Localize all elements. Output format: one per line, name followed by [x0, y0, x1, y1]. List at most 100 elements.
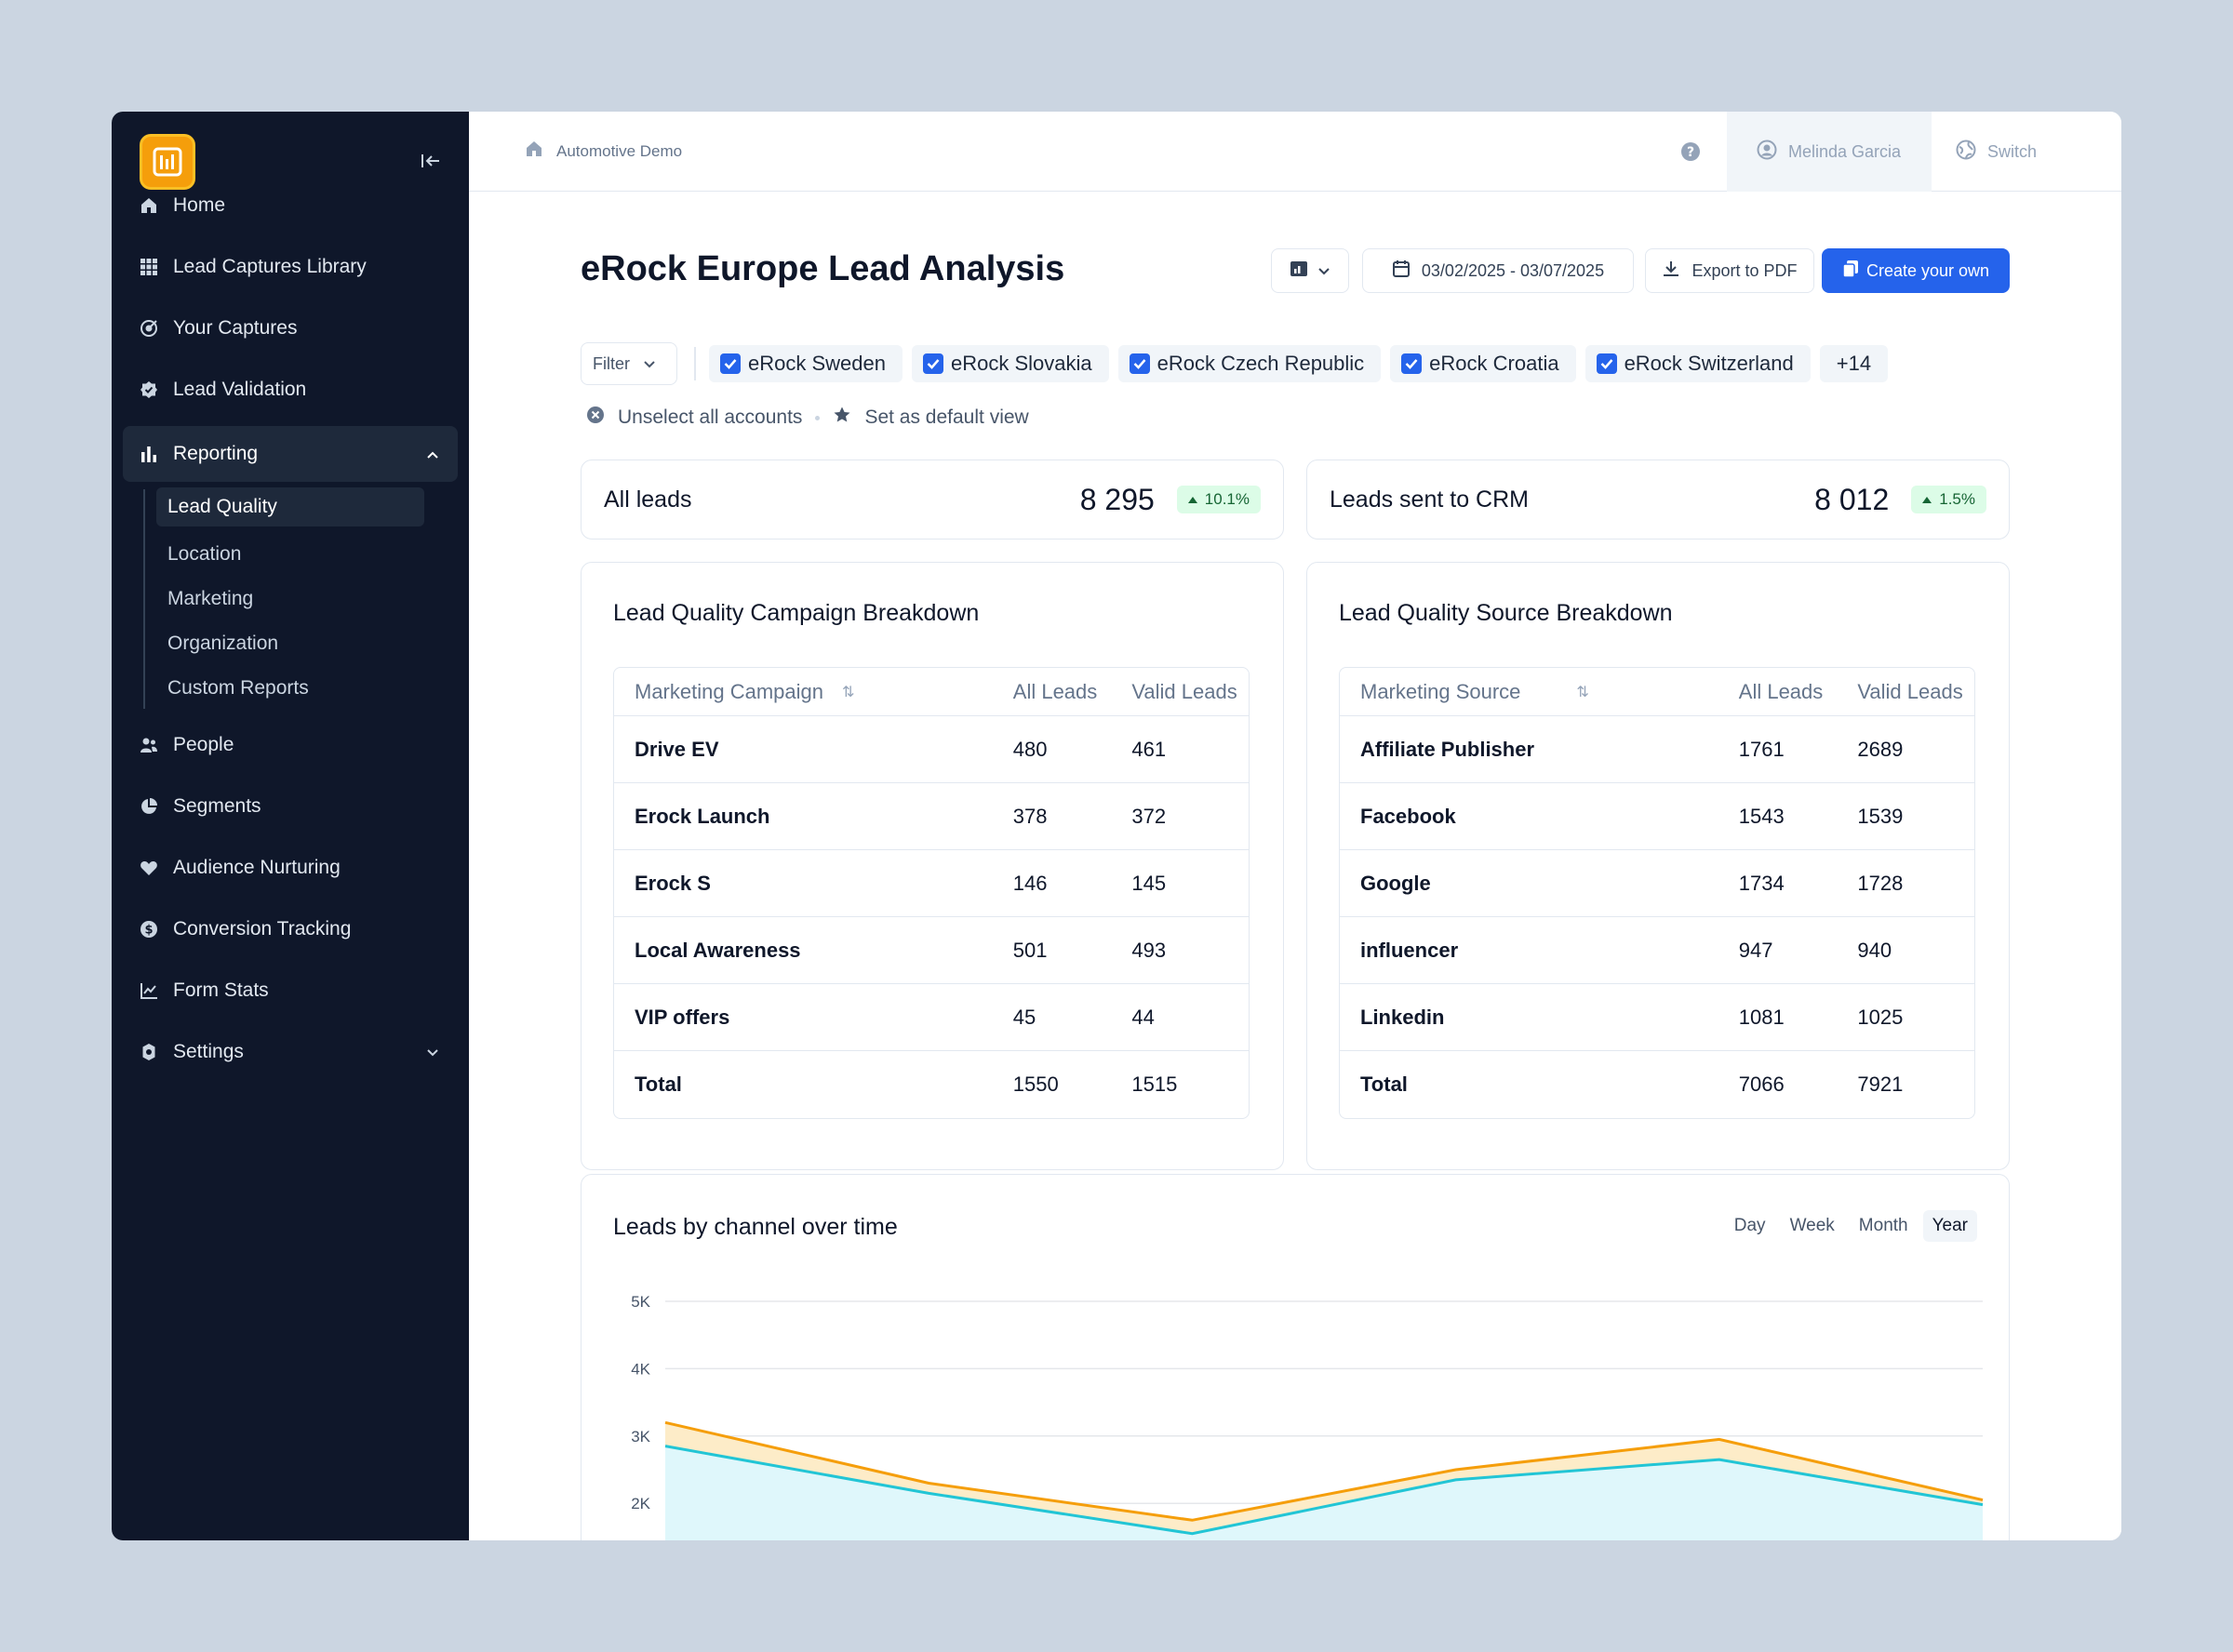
sort-icon[interactable]: ⇅: [841, 684, 855, 700]
change-value: 1.5%: [1939, 490, 1975, 508]
divider: [694, 347, 696, 380]
card-title: Lead Quality Source Breakdown: [1339, 600, 1673, 626]
range-week[interactable]: Week: [1789, 1216, 1835, 1235]
nav-item-reporting[interactable]: Reporting: [123, 426, 458, 482]
date-range-picker[interactable]: 03/02/2025 - 03/07/2025: [1362, 248, 1634, 293]
switch-label: Switch: [1987, 141, 2038, 161]
nav-item-your-captures[interactable]: Your Captures: [123, 298, 458, 359]
nav-item-form-stats[interactable]: Form Stats: [123, 960, 458, 1021]
app-window: Home Lead Captures Library Your Captures…: [112, 112, 2121, 1540]
change-value: 10.1%: [1204, 490, 1250, 508]
subnav-item-marketing[interactable]: Marketing: [167, 588, 254, 609]
kpi-card-all-leads: All leads 8 295 10.1%: [581, 460, 1284, 540]
table-row[interactable]: influencer 947 940: [1340, 917, 1974, 984]
table-row[interactable]: Linkedin 1081 1025: [1340, 984, 1974, 1051]
table-row[interactable]: Google 1734 1728: [1340, 850, 1974, 917]
range-year[interactable]: Year: [1922, 1210, 1977, 1242]
kpi-label: All leads: [604, 486, 692, 513]
account-chip[interactable]: eRock Switzerland: [1584, 345, 1811, 382]
set-default-view-link[interactable]: Set as default view: [864, 406, 1029, 428]
checkbox-checked-icon[interactable]: [1596, 353, 1617, 374]
range-day[interactable]: Day: [1733, 1216, 1766, 1235]
help-icon[interactable]: ?: [1680, 141, 1701, 167]
source-table: Marketing Source ⇅ All Leads Valid Leads …: [1339, 667, 1975, 1119]
checkbox-checked-icon[interactable]: [720, 353, 741, 374]
copy-icon: [1842, 260, 1859, 283]
nav-item-settings[interactable]: Settings: [123, 1021, 458, 1083]
separator-dot: [815, 415, 821, 420]
account-chip[interactable]: eRock Slovakia: [911, 345, 1109, 382]
column-header[interactable]: All Leads: [1012, 679, 1098, 703]
table-row[interactable]: Drive EV 480 461: [614, 716, 1249, 783]
checkbox-checked-icon[interactable]: [1129, 353, 1150, 374]
change-badge: 1.5%: [1911, 486, 1986, 513]
collapse-sidebar-icon[interactable]: [419, 149, 443, 173]
table-row[interactable]: VIP offers 45 44: [614, 984, 1249, 1051]
table-row[interactable]: Local Awareness 501 493: [614, 917, 1249, 984]
account-chip[interactable]: eRock Czech Republic: [1117, 345, 1382, 382]
checkbox-checked-icon[interactable]: [1401, 353, 1423, 374]
nav-item-segments[interactable]: Segments: [123, 776, 458, 837]
subnav-item-lead-quality[interactable]: Lead Quality: [156, 487, 424, 526]
campaign-table: Marketing Campaign ⇅ All Leads Valid Lead…: [613, 667, 1250, 1119]
column-header[interactable]: Valid Leads: [1131, 679, 1237, 703]
column-header[interactable]: Valid Leads: [1857, 679, 1963, 703]
table-row[interactable]: Erock Launch 378 372: [614, 783, 1249, 850]
subnav-item-location[interactable]: Location: [167, 543, 242, 565]
home-icon: [525, 140, 543, 163]
account-chip[interactable]: eRock Croatia: [1390, 345, 1576, 382]
switch-account-button[interactable]: Switch: [1956, 112, 2037, 192]
date-range-value: 03/02/2025 - 03/07/2025: [1421, 260, 1605, 280]
account-chip-label: eRock Slovakia: [950, 352, 1092, 375]
leads-by-channel-card: Leads by channel over time Day Week Mont…: [581, 1174, 2010, 1540]
topbar: Automotive Demo ? Melinda Garcia Switch: [469, 112, 2121, 192]
range-month[interactable]: Month: [1858, 1216, 1908, 1235]
create-your-own-button[interactable]: Create your own: [1822, 248, 2010, 293]
table-row[interactable]: Erock S 146 145: [614, 850, 1249, 917]
app-logo[interactable]: [140, 134, 195, 190]
nav-item-lead-validation[interactable]: Lead Validation: [123, 359, 458, 420]
column-header[interactable]: Marketing Campaign ⇅: [635, 679, 855, 703]
subnav-item-custom-reports[interactable]: Custom Reports: [167, 677, 309, 699]
checkbox-checked-icon[interactable]: [922, 353, 943, 374]
workspace-breadcrumb[interactable]: Automotive Demo: [525, 140, 682, 163]
badge-check-icon: [140, 380, 158, 399]
table-row[interactable]: Facebook 1543 1539: [1340, 783, 1974, 850]
account-chip[interactable]: eRock Sweden: [709, 345, 903, 382]
column-header[interactable]: All Leads: [1738, 679, 1824, 703]
report-icon: [1290, 260, 1308, 282]
nav-item-audience-nurturing[interactable]: Audience Nurturing: [123, 837, 458, 899]
export-pdf-button[interactable]: Export to PDF: [1645, 248, 1814, 293]
unselect-all-link[interactable]: Unselect all accounts: [618, 406, 803, 428]
nav-item-people[interactable]: People: [123, 714, 458, 776]
y-tick-label: 2K: [631, 1495, 650, 1512]
create-label: Create your own: [1865, 260, 1990, 280]
user-menu[interactable]: Melinda Garcia: [1727, 112, 1932, 192]
nav-item-home[interactable]: Home: [123, 175, 458, 236]
star-icon[interactable]: [833, 406, 851, 430]
main-content: Automotive Demo ? Melinda Garcia Switch …: [469, 112, 2121, 1540]
chevron-down-icon: [426, 1041, 439, 1063]
area-chart: 5K4K3K2K1K: [631, 1293, 1984, 1540]
calendar-icon: [1392, 260, 1411, 283]
filter-dropdown[interactable]: Filter: [581, 342, 677, 385]
campaign-breakdown-card: Lead Quality Campaign Breakdown Marketin…: [581, 562, 1284, 1170]
nav-item-lead-captures-library[interactable]: Lead Captures Library: [123, 236, 458, 298]
arrow-up-icon: [1922, 496, 1932, 503]
chevron-down-icon: [1317, 261, 1330, 281]
user-name: Melinda Garcia: [1788, 141, 1902, 161]
home-icon: [140, 196, 158, 215]
account-filter-row: Filter eRock Sweden eRock Slovakia eRock…: [581, 342, 1897, 385]
change-badge: 10.1%: [1176, 486, 1261, 513]
arrow-up-icon: [1187, 496, 1197, 503]
table-row[interactable]: Affiliate Publisher 1761 2689: [1340, 716, 1974, 783]
sort-icon[interactable]: ⇅: [1576, 684, 1589, 700]
reporting-subnav: Lead Quality Location Marketing Organiza…: [123, 487, 458, 711]
report-type-dropdown[interactable]: [1271, 248, 1349, 293]
main-nav: Home Lead Captures Library Your Captures…: [123, 175, 458, 1083]
subnav-item-organization[interactable]: Organization: [167, 633, 279, 654]
nav-item-conversion-tracking[interactable]: $ Conversion Tracking: [123, 899, 458, 960]
more-accounts-chip[interactable]: +14: [1819, 345, 1889, 382]
close-circle-icon[interactable]: [586, 406, 605, 430]
column-header[interactable]: Marketing Source ⇅: [1360, 679, 1589, 703]
